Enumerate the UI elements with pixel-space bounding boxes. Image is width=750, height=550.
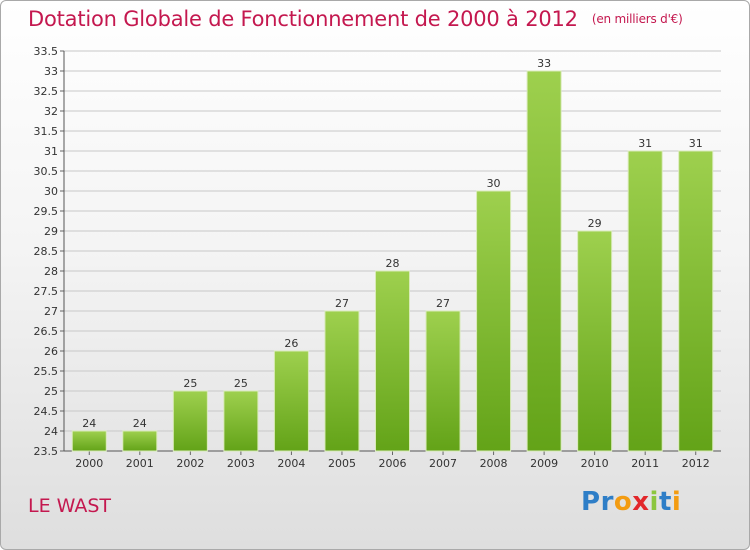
y-tick-label: 31	[44, 145, 58, 158]
data-label: 28	[386, 257, 400, 270]
data-label: 33	[537, 57, 551, 70]
x-tick-label: 2003	[227, 457, 255, 470]
y-tick-label: 29	[44, 225, 58, 238]
logo-letter: t	[658, 487, 672, 517]
logo-letter: i	[671, 487, 682, 517]
y-tick-label: 30	[44, 185, 58, 198]
y-tick-label: 33.5	[34, 45, 59, 58]
y-tick-label: 25	[44, 385, 58, 398]
y-tick-label: 26	[44, 345, 58, 358]
logo-letter: P	[581, 487, 601, 517]
data-label: 26	[284, 337, 298, 350]
bar-2008	[476, 190, 512, 452]
y-tick-label: 31.5	[34, 125, 59, 138]
y-tick-label: 28.5	[34, 245, 59, 258]
logo-letter: i	[649, 487, 659, 517]
bar-2004	[273, 350, 309, 452]
x-tick-label: 2011	[631, 457, 659, 470]
y-tick-label: 29.5	[34, 205, 59, 218]
chart-title-text: Dotation Globale de Fonctionnement de 20…	[28, 7, 578, 31]
x-tick-label: 2009	[530, 457, 558, 470]
y-tick-label: 26.5	[34, 325, 59, 338]
logo-letter: r	[600, 487, 614, 517]
bar-2005	[324, 310, 360, 452]
data-label: 24	[82, 417, 96, 430]
data-label: 27	[436, 297, 450, 310]
bar-2003	[223, 390, 259, 452]
y-tick-label: 25.5	[34, 365, 59, 378]
y-tick-label: 24	[44, 425, 58, 438]
x-tick-label: 2004	[277, 457, 305, 470]
data-label: 24	[133, 417, 147, 430]
data-label: 31	[638, 137, 652, 150]
data-label: 29	[588, 217, 602, 230]
x-tick-label: 2008	[480, 457, 508, 470]
bar-2009	[526, 70, 562, 452]
y-tick-label: 27.5	[34, 285, 59, 298]
bar-2012	[678, 150, 714, 452]
y-tick-label: 27	[44, 305, 58, 318]
bars	[71, 70, 714, 452]
data-label: 25	[183, 377, 197, 390]
y-tick-label: 32.5	[34, 85, 59, 98]
proxiti-logo[interactable]: Proxiti	[581, 487, 681, 517]
x-tick-label: 2000	[75, 457, 103, 470]
x-tick-label: 2007	[429, 457, 457, 470]
y-tick-label: 28	[44, 265, 58, 278]
bar-2010	[577, 230, 613, 452]
bar-2007	[425, 310, 461, 452]
x-tick-label: 2006	[379, 457, 407, 470]
y-tick-label: 32	[44, 105, 58, 118]
x-tick-label: 2001	[126, 457, 154, 470]
logo-letter: o	[613, 487, 633, 517]
bar-2006	[375, 270, 410, 452]
bar-2002	[172, 390, 208, 452]
bar-2001	[122, 430, 158, 452]
x-tick-label: 2002	[176, 457, 204, 470]
y-tick-label: 33	[44, 65, 58, 78]
y-tick-label: 30.5	[34, 165, 59, 178]
chart-title: Dotation Globale de Fonctionnement de 20…	[28, 7, 683, 31]
bar-2011	[627, 150, 663, 452]
y-tick-label: 24.5	[34, 405, 59, 418]
data-label: 25	[234, 377, 248, 390]
x-tick-label: 2012	[682, 457, 710, 470]
commune-name: LE WAST	[28, 495, 112, 517]
y-tick-label: 23.5	[34, 445, 59, 458]
bar-2000	[71, 430, 107, 452]
x-tick-label: 2005	[328, 457, 356, 470]
logo-letter: x	[632, 487, 650, 517]
data-label: 31	[689, 137, 703, 150]
data-label: 27	[335, 297, 349, 310]
labels: 23.5 24 24.5 25 25.5 26 26.5 27 27.5 28 28.5 29 29.5…	[34, 45, 710, 470]
x-tick-label: 2010	[581, 457, 609, 470]
chart-unit: (en milliers d'€)	[591, 12, 683, 26]
data-label: 30	[487, 177, 501, 190]
